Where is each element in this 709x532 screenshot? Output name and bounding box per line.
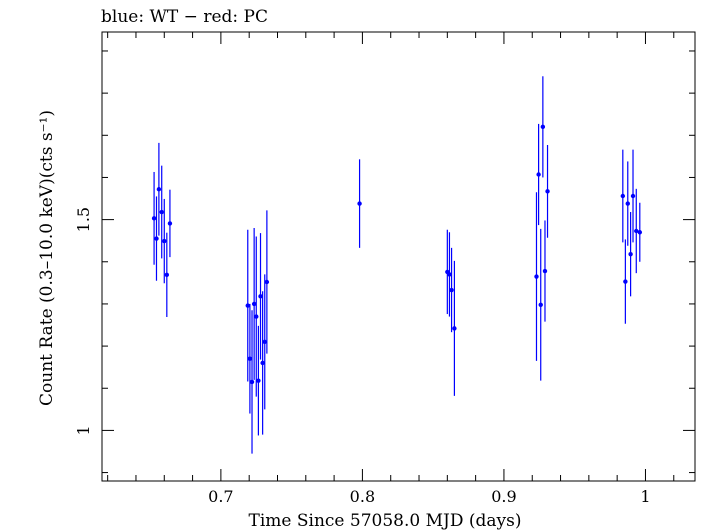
point-marker	[534, 274, 539, 279]
point-marker	[449, 287, 454, 293]
point-marker	[245, 303, 250, 308]
point-marker	[156, 187, 162, 192]
data-point	[260, 291, 265, 435]
data-point	[538, 228, 543, 381]
point-marker	[542, 268, 548, 274]
point-marker	[538, 302, 543, 307]
data-point	[540, 76, 546, 178]
data-point	[251, 228, 257, 380]
data-points	[151, 76, 643, 454]
point-marker	[262, 339, 267, 345]
data-point	[630, 149, 636, 243]
y-tick-label: 1.5	[74, 207, 93, 232]
point-marker	[628, 251, 633, 257]
data-point	[452, 260, 457, 396]
data-point	[447, 232, 452, 317]
point-marker	[536, 172, 541, 177]
point-marker	[167, 221, 173, 226]
data-point	[256, 325, 261, 436]
data-point	[536, 123, 541, 226]
point-marker	[258, 294, 263, 299]
data-point	[167, 189, 173, 258]
data-point	[449, 247, 454, 333]
data-point	[258, 233, 263, 360]
x-tick-label: 1	[640, 487, 650, 506]
point-marker	[256, 378, 261, 383]
data-point	[162, 198, 167, 284]
point-marker	[151, 216, 157, 221]
data-point	[247, 303, 253, 414]
point-marker	[264, 279, 270, 285]
point-marker	[260, 360, 265, 366]
plot-frame	[101, 31, 696, 482]
data-point	[249, 310, 255, 454]
point-marker	[620, 193, 626, 199]
data-point	[628, 212, 633, 297]
axis-ticks	[102, 32, 695, 481]
data-point	[262, 274, 267, 410]
y-tick-label: 1	[74, 425, 93, 435]
chart-title: blue: WT − red: PC	[101, 7, 268, 27]
data-point	[254, 236, 259, 397]
data-point	[264, 210, 270, 354]
data-point	[154, 196, 159, 281]
x-tick-label: 0.8	[350, 487, 375, 506]
data-point	[245, 229, 250, 382]
point-marker	[634, 228, 639, 234]
point-marker	[452, 326, 457, 331]
axis-tick-labels: 0.7 0.8 0.9 1 1 1.5	[74, 207, 651, 506]
data-point	[159, 165, 164, 259]
point-marker	[162, 238, 167, 244]
point-marker	[254, 314, 259, 319]
point-marker	[545, 189, 550, 194]
point-marker	[630, 193, 636, 199]
point-marker	[357, 201, 362, 206]
data-point	[637, 202, 643, 262]
point-marker	[251, 301, 257, 307]
data-point	[545, 144, 550, 238]
data-point	[164, 232, 170, 317]
point-marker	[159, 209, 164, 215]
data-point	[634, 188, 639, 274]
point-marker	[637, 230, 643, 235]
x-tick-label: 0.7	[208, 487, 233, 506]
data-point	[156, 142, 162, 236]
y-axis-label: Count Rate (0.3–10.0 keV)(cts s⁻¹)	[37, 110, 57, 406]
point-marker	[154, 236, 159, 241]
x-tick-label: 0.9	[491, 487, 516, 506]
data-point	[534, 192, 539, 361]
point-marker	[623, 279, 628, 284]
point-marker	[540, 124, 546, 130]
data-point	[357, 159, 362, 248]
point-marker	[164, 272, 170, 278]
point-marker	[447, 272, 452, 277]
data-point	[542, 220, 548, 322]
x-axis-label: Time Since 57058.0 MJD (days)	[249, 511, 522, 531]
point-marker	[247, 356, 253, 361]
data-point	[623, 239, 628, 324]
data-point	[625, 161, 630, 246]
data-point	[151, 171, 157, 265]
point-marker	[249, 379, 255, 385]
data-point	[620, 149, 626, 243]
point-marker	[625, 201, 630, 206]
